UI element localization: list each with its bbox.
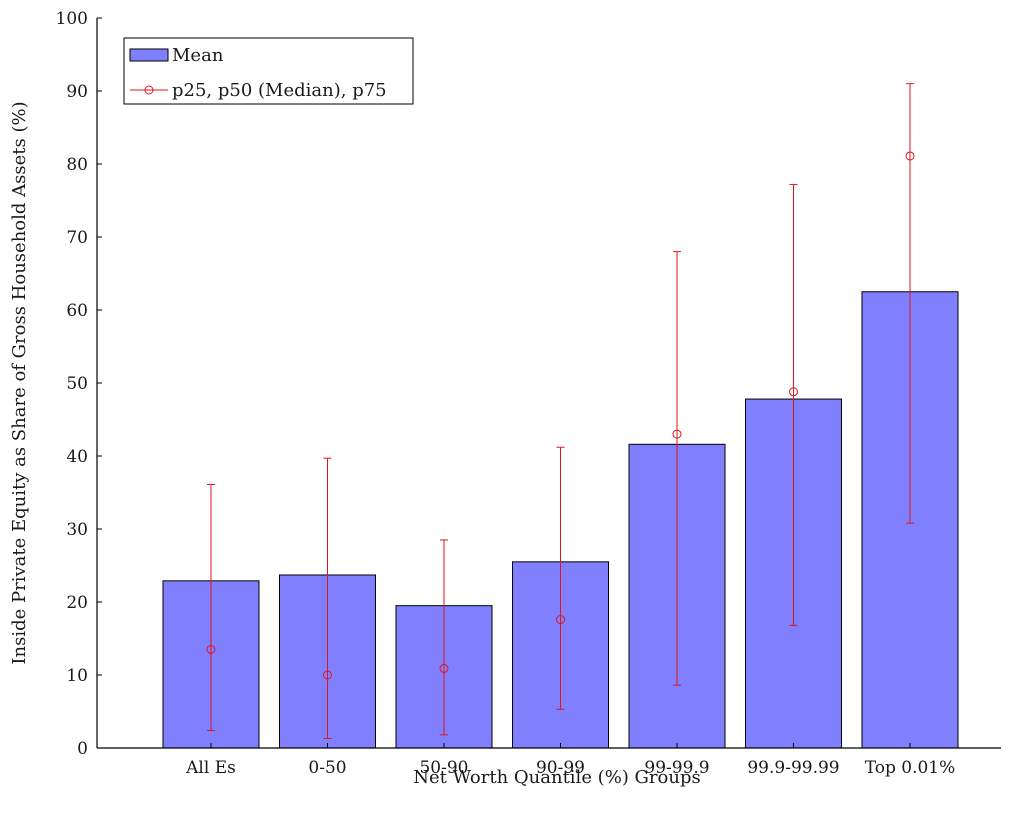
median-marker-1 [206, 644, 216, 654]
x-tick-label-1: All Es [185, 758, 236, 778]
median-marker-7 [905, 151, 915, 161]
y-tick-label-3: 30 [66, 520, 88, 540]
y-tick-label-7: 70 [66, 228, 88, 248]
x-tick-label-3: 50-90 [419, 758, 468, 778]
y-tick-label-0: 0 [77, 739, 88, 759]
y-tick-label-2: 20 [66, 593, 88, 613]
median-marker-3 [439, 663, 449, 673]
x-tick-label-2: 0-50 [308, 758, 346, 778]
median-marker-2 [323, 670, 332, 680]
legend: Mean p25, p50 (Median), p75 [123, 37, 414, 105]
y-axis-title: Inside Private Equity as Share of Gross … [9, 101, 30, 664]
x-tick-label-7: Top 0.01% [865, 758, 956, 778]
legend-marker-median [144, 85, 154, 95]
y-tick-label-5: 50 [66, 374, 88, 394]
y-tick-label-4: 40 [66, 447, 88, 467]
x-axis-title: Net Worth Quantile (%) Groups [413, 767, 700, 788]
y-tick-label-1: 10 [66, 666, 88, 686]
legend-label-mean: Mean [172, 45, 224, 66]
legend-box [123, 37, 414, 105]
legend-swatch-mean [129, 48, 169, 62]
median-marker-4 [556, 615, 565, 625]
y-tick-label-10: 100 [56, 9, 88, 29]
y-tick-label-8: 80 [66, 155, 88, 175]
median-marker-5 [672, 429, 682, 439]
y-tick-label-9: 90 [66, 82, 88, 102]
x-tick-label-6: 99.9-99.99 [747, 758, 839, 778]
y-tick-label-6: 60 [66, 301, 88, 321]
x-tick-label-4: 90-99 [536, 758, 585, 778]
legend-label-percentiles: p25, p50 (Median), p75 [172, 80, 387, 101]
x-tick-label-5: 99-99.9 [644, 758, 709, 778]
median-marker-6 [789, 387, 798, 397]
